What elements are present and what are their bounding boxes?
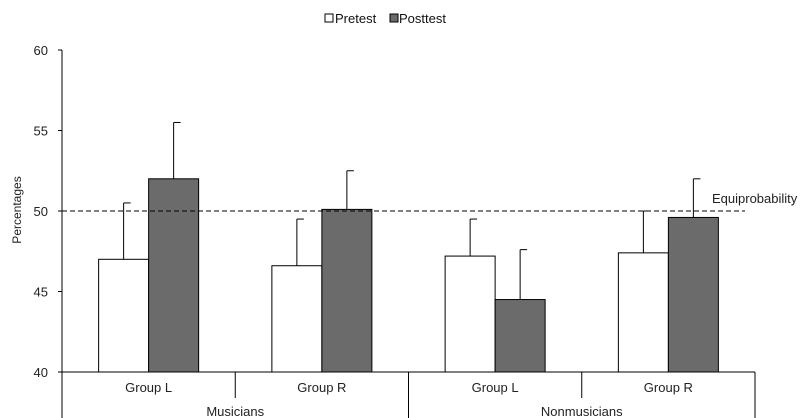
bar-pretest-0 [98, 258, 150, 373]
reference-line: Equiprobability [62, 191, 798, 212]
y-axis-label: Percentages [10, 176, 24, 243]
bar-pretest-1 [271, 265, 323, 373]
bar-posttest-1 [321, 208, 373, 373]
equiprobability-label: Equiprobability [712, 191, 798, 206]
x-tick-label: Group R [297, 380, 346, 395]
y-tick-label: 60 [34, 43, 48, 58]
legend-swatch-pretest [324, 13, 334, 23]
bar-pretest-2 [444, 255, 496, 373]
x-group-label: Musicians [206, 404, 264, 418]
y-tick-label: 50 [34, 204, 48, 219]
y-tick-label: 55 [34, 124, 48, 139]
legend: Pretest Posttest [324, 11, 446, 26]
legend-label-pretest: Pretest [335, 11, 377, 26]
legend-swatch-posttest [389, 13, 399, 23]
legend-label-posttest: Posttest [399, 11, 446, 26]
error-bars [123, 121, 701, 300]
x-group-label: Nonmusicians [541, 404, 623, 418]
y-tick-label: 40 [34, 365, 48, 380]
bar-posttest-0 [148, 178, 200, 373]
y-axis: 40 45 50 55 60 [34, 43, 63, 380]
bars [98, 178, 719, 373]
x-tick-label: Group L [472, 380, 519, 395]
x-tick-label: Group L [125, 380, 172, 395]
bar-posttest-2 [494, 299, 546, 373]
y-tick-label: 45 [34, 285, 48, 300]
x-axis: Group L Group R Group L Group R Musicians Non… [58, 371, 756, 418]
bar-posttest-3 [667, 216, 719, 373]
bar-pretest-3 [617, 252, 669, 373]
x-tick-label: Group R [644, 380, 693, 395]
